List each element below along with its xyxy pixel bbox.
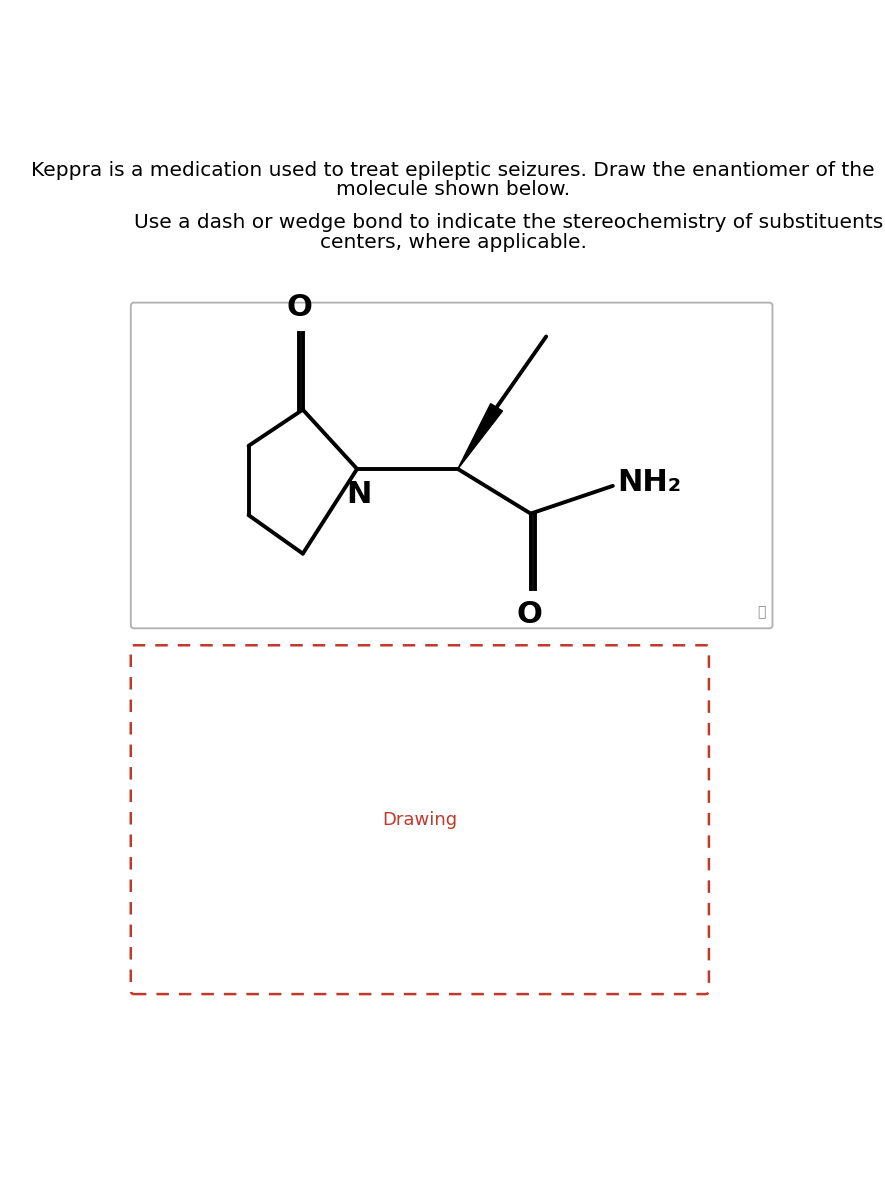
Text: O: O	[516, 600, 542, 629]
Text: NH₂: NH₂	[618, 468, 681, 497]
Text: O: O	[287, 293, 312, 322]
Text: Use a dash or wedge bond to indicate the stereochemistry of substituents on asym: Use a dash or wedge bond to indicate the…	[134, 214, 885, 233]
Text: Keppra is a medication used to treat epileptic seizures. Draw the enantiomer of : Keppra is a medication used to treat epi…	[31, 161, 875, 180]
Text: N: N	[346, 480, 372, 510]
FancyBboxPatch shape	[131, 646, 709, 994]
FancyBboxPatch shape	[131, 302, 773, 629]
Polygon shape	[458, 403, 503, 469]
Text: ⌕: ⌕	[758, 605, 766, 619]
Text: molecule shown below.: molecule shown below.	[336, 180, 570, 199]
Text: centers, where applicable.: centers, where applicable.	[319, 233, 587, 252]
Text: Drawing: Drawing	[382, 811, 458, 829]
